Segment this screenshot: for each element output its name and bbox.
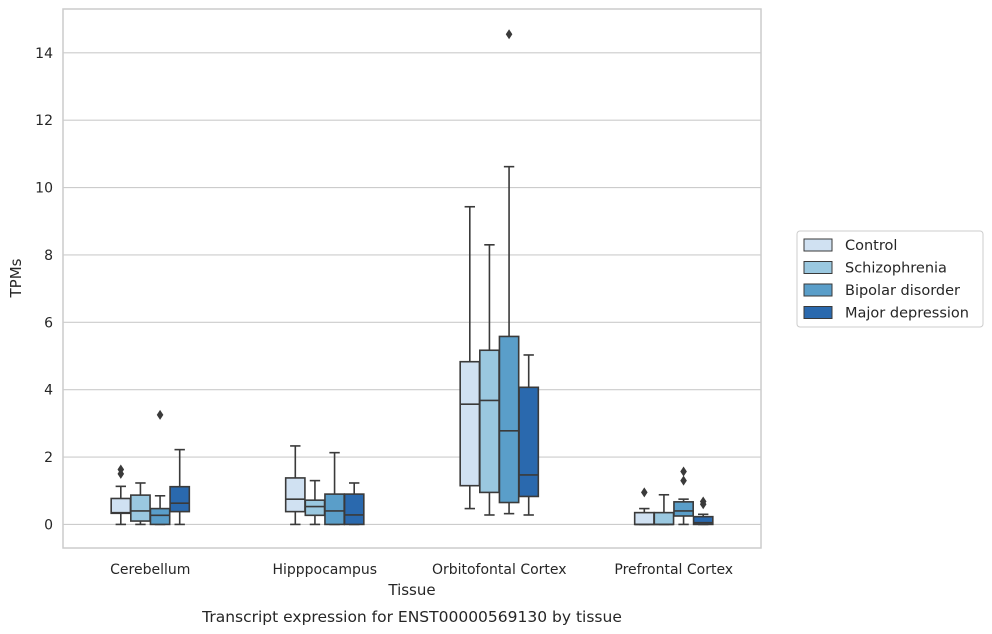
- y-tick-label: 8: [44, 248, 53, 264]
- x-axis-title: Tissue: [387, 581, 435, 599]
- box-iqr: [343, 493, 365, 526]
- box-iqr: [673, 501, 694, 517]
- legend-label: Control: [845, 238, 897, 254]
- legend: Control Schizophrenia Bipolar disorder Majo…: [796, 230, 984, 328]
- chart-caption: Transcript expression for ENST0000056913…: [201, 608, 622, 626]
- x-tick-label: Cerebellum: [110, 562, 190, 578]
- x-tick-label: Hipppocampus: [272, 562, 377, 578]
- box-group: [149, 409, 171, 526]
- box-group: [130, 482, 151, 526]
- y-tick-label: 2: [44, 450, 53, 466]
- box-group: [459, 205, 481, 510]
- outlier-point: [680, 475, 687, 486]
- box-iqr: [498, 335, 520, 504]
- box-iqr: [479, 349, 500, 494]
- box-group: [498, 29, 520, 515]
- outlier-point: [505, 29, 513, 40]
- y-axis-title: TPMs: [7, 258, 25, 298]
- x-tick-label: Orbitofontal Cortex: [432, 562, 567, 578]
- y-tick-label: 14: [35, 46, 53, 62]
- legend-swatch: [803, 238, 833, 252]
- plot-frame: [62, 8, 762, 549]
- y-tick-label: 12: [35, 113, 53, 129]
- legend-label: Major depression: [845, 306, 969, 322]
- box-group: [284, 445, 306, 526]
- box-iqr: [324, 493, 345, 526]
- box-iqr: [459, 360, 481, 487]
- outlier-point: [699, 496, 707, 507]
- box-group: [653, 493, 675, 526]
- box-group: [343, 482, 365, 526]
- grid-layer: [63, 52, 761, 526]
- box-group: [692, 496, 714, 526]
- box-group: [169, 448, 191, 526]
- box-group: [518, 354, 540, 516]
- box-layer: [110, 29, 714, 526]
- box-group: [673, 466, 694, 526]
- box-group: [479, 244, 500, 516]
- legend-frame: [796, 230, 984, 328]
- legend-label: Bipolar disorder: [845, 283, 960, 299]
- legend-label: Schizophrenia: [845, 261, 947, 277]
- outlier-point: [680, 466, 687, 477]
- legend-swatch: [803, 306, 833, 319]
- legend-swatch: [803, 283, 833, 297]
- y-tick-label: 4: [44, 383, 53, 399]
- box-group: [304, 479, 326, 526]
- box-iqr: [692, 515, 714, 526]
- box-iqr: [518, 386, 540, 498]
- box-group: [110, 464, 132, 526]
- box-iqr: [110, 497, 132, 515]
- legend-swatch: [803, 261, 833, 274]
- y-tick-label: 10: [35, 181, 53, 197]
- outlier-point: [117, 464, 125, 475]
- x-tick-label: Prefrontal Cortex: [614, 562, 733, 578]
- box-iqr: [633, 511, 655, 526]
- box-iqr: [149, 507, 171, 526]
- x-tick-labels: Cerebellum Hipppocampus Orbitofontal Corte…: [110, 562, 733, 578]
- outlier-point: [641, 487, 648, 498]
- box-iqr: [653, 511, 675, 526]
- y-tick-labels: 0 2 4 6 8 10 12 14: [35, 46, 53, 534]
- box-iqr: [284, 477, 306, 513]
- y-tick-label: 0: [44, 517, 53, 533]
- outlier-point: [156, 409, 164, 420]
- box-group: [633, 487, 655, 526]
- box-group: [324, 451, 345, 526]
- y-tick-label: 6: [44, 315, 53, 331]
- box-iqr: [304, 499, 326, 517]
- box-iqr: [130, 494, 151, 522]
- box-iqr: [169, 485, 191, 513]
